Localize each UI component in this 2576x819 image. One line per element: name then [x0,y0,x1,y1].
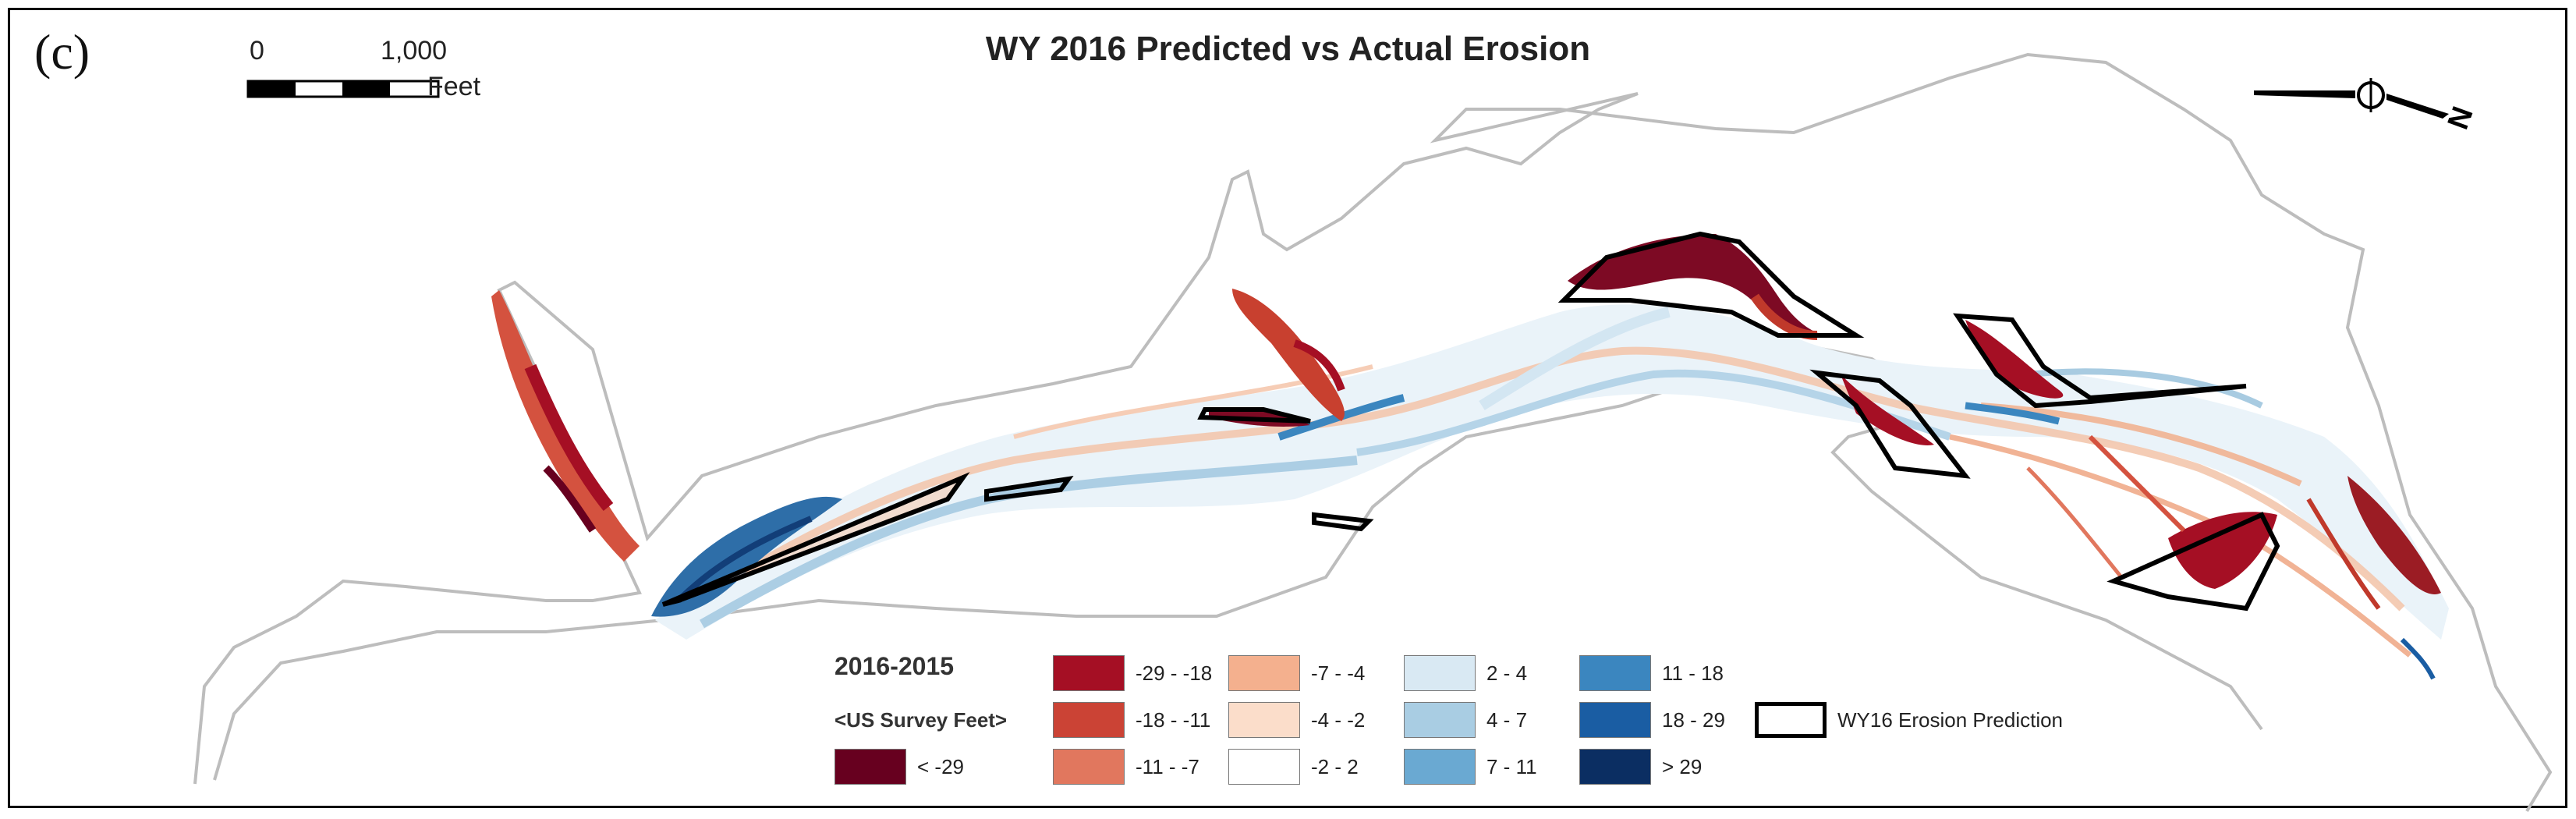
legend-class: -29 - -18 [1053,655,1212,691]
legend-label: -2 - 2 [1311,754,1359,778]
legend-class: < -29 [834,749,964,785]
legend-class: 7 - 11 [1404,749,1537,785]
legend-swatch [1228,702,1300,738]
prediction-polygon [2107,512,2280,612]
map-title: WY 2016 Predicted vs Actual Erosion [985,30,1591,68]
scale-bar-units: Feet [427,72,481,101]
legend-swatch [1404,749,1476,785]
scale-bar-start-label: 0 [250,36,264,66]
legend-swatch [1404,702,1476,738]
prediction-polygon [1197,407,1311,424]
legend-class: -11 - -7 [1053,749,1199,785]
prediction-polygon [1809,369,1971,479]
legend-units: <US Survey Feet> [834,708,1008,732]
legend-label: 11 - 18 [1662,661,1724,685]
scale-bar-graphic [246,80,440,98]
legend-class: -7 - -4 [1228,655,1365,691]
legend-swatch [1228,749,1300,785]
scale-bar-end-label: 1,000 [381,36,448,66]
legend-label: 7 - 11 [1486,754,1537,778]
legend-label: < -29 [917,754,964,778]
legend-prediction-swatch [1755,702,1827,738]
legend-class: > 29 [1579,749,1702,785]
prediction-polygon [1557,231,1865,338]
channel-body [655,304,2449,640]
legend-swatch [1579,655,1651,691]
legend-swatch [1053,655,1125,691]
legend-label: -4 - -2 [1311,707,1366,732]
legend-swatch [1579,749,1651,785]
legend-swatch [1228,655,1300,691]
north-arrow-icon [2254,78,2449,119]
prediction-polygon [984,475,1074,502]
legend-label: 4 - 7 [1486,707,1528,732]
legend: 2016-2015 <US Survey Feet> < -29 -29 - -1… [827,640,2386,811]
panel-label: (c) [34,24,90,80]
legend-class: 11 - 18 [1579,655,1724,691]
prediction-polygon [1312,512,1374,532]
legend-class: 4 - 7 [1404,702,1527,738]
legend-swatch [1053,702,1125,738]
legend-class: 2 - 4 [1404,655,1527,691]
legend-class: -2 - 2 [1228,749,1359,785]
legend-label: > 29 [1662,754,1703,778]
legend-swatch [1579,702,1651,738]
legend-label: 18 - 29 [1662,707,1725,732]
downstream-erosion [1568,234,1825,336]
north-arrow: N [2246,67,2503,137]
legend-class: 18 - 29 [1579,702,1725,738]
legend-class: -18 - -11 [1053,702,1210,738]
legend-prediction-item: WY16 Erosion Prediction [1755,702,2063,738]
legend-label: -7 - -4 [1311,661,1366,685]
prediction-polygon [1953,313,2247,409]
legend-label: -11 - -7 [1136,754,1199,778]
legend-label: -18 - -11 [1136,707,1211,732]
legend-label: 2 - 4 [1486,661,1528,685]
legend-swatch [1404,655,1476,691]
prediction-polygon [661,472,970,607]
legend-prediction-label: WY16 Erosion Prediction [1837,707,2064,732]
legend-class: -4 - -2 [1228,702,1365,738]
survey-boundary [193,52,2553,813]
tributary-erosion [491,290,640,562]
legend-swatch [834,749,906,785]
legend-title: 2016-2015 [834,652,955,680]
legend-swatch [1053,749,1125,785]
scale-bar: 0 1,000 Feet [246,36,527,106]
erosion-prediction-polygons [661,231,2280,612]
legend-label: -29 - -18 [1136,661,1213,685]
